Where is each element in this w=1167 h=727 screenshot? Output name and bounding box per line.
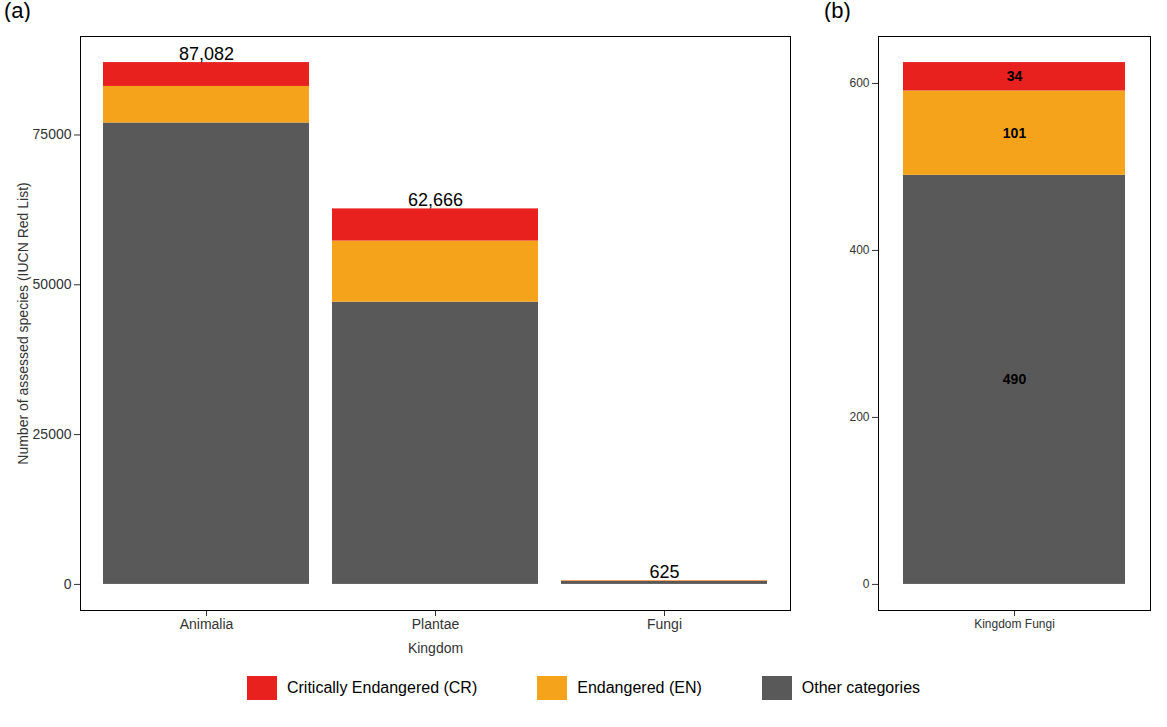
html-text:Critically Endangered (CR): Critically Endangered (CR) xyxy=(287,679,478,696)
svg-text:Plantae: Plantae xyxy=(412,616,460,632)
svg-text:50000: 50000 xyxy=(33,276,72,292)
html-text:Other categories: Other categories xyxy=(801,679,920,696)
svg-text:101: 101 xyxy=(1003,125,1027,141)
svg-text:25000: 25000 xyxy=(33,426,72,442)
svg-text:0: 0 xyxy=(64,576,72,592)
svg-text:625: 625 xyxy=(649,562,679,582)
svg-text:490: 490 xyxy=(1003,371,1027,387)
svg-text:400: 400 xyxy=(849,243,869,257)
svg-text:Fungi: Fungi xyxy=(647,616,682,632)
svg-text:Kingdom Fungi: Kingdom Fungi xyxy=(974,617,1055,631)
svg-text:Number of assessed species (IU: Number of assessed species (IUCN Red Lis… xyxy=(15,182,31,464)
svg-text:62,666: 62,666 xyxy=(408,190,463,210)
svg-text:600: 600 xyxy=(849,76,869,90)
svg-text:75000: 75000 xyxy=(33,126,72,142)
svg-text:Kingdom: Kingdom xyxy=(408,640,463,656)
svg-text:87,082: 87,082 xyxy=(179,44,234,64)
svg-text:200: 200 xyxy=(849,410,869,424)
html-text:Endangered (EN): Endangered (EN) xyxy=(577,679,702,696)
svg-text:34: 34 xyxy=(1007,68,1023,84)
svg-text:0: 0 xyxy=(863,577,870,591)
svg-text:Animalia: Animalia xyxy=(180,616,234,632)
